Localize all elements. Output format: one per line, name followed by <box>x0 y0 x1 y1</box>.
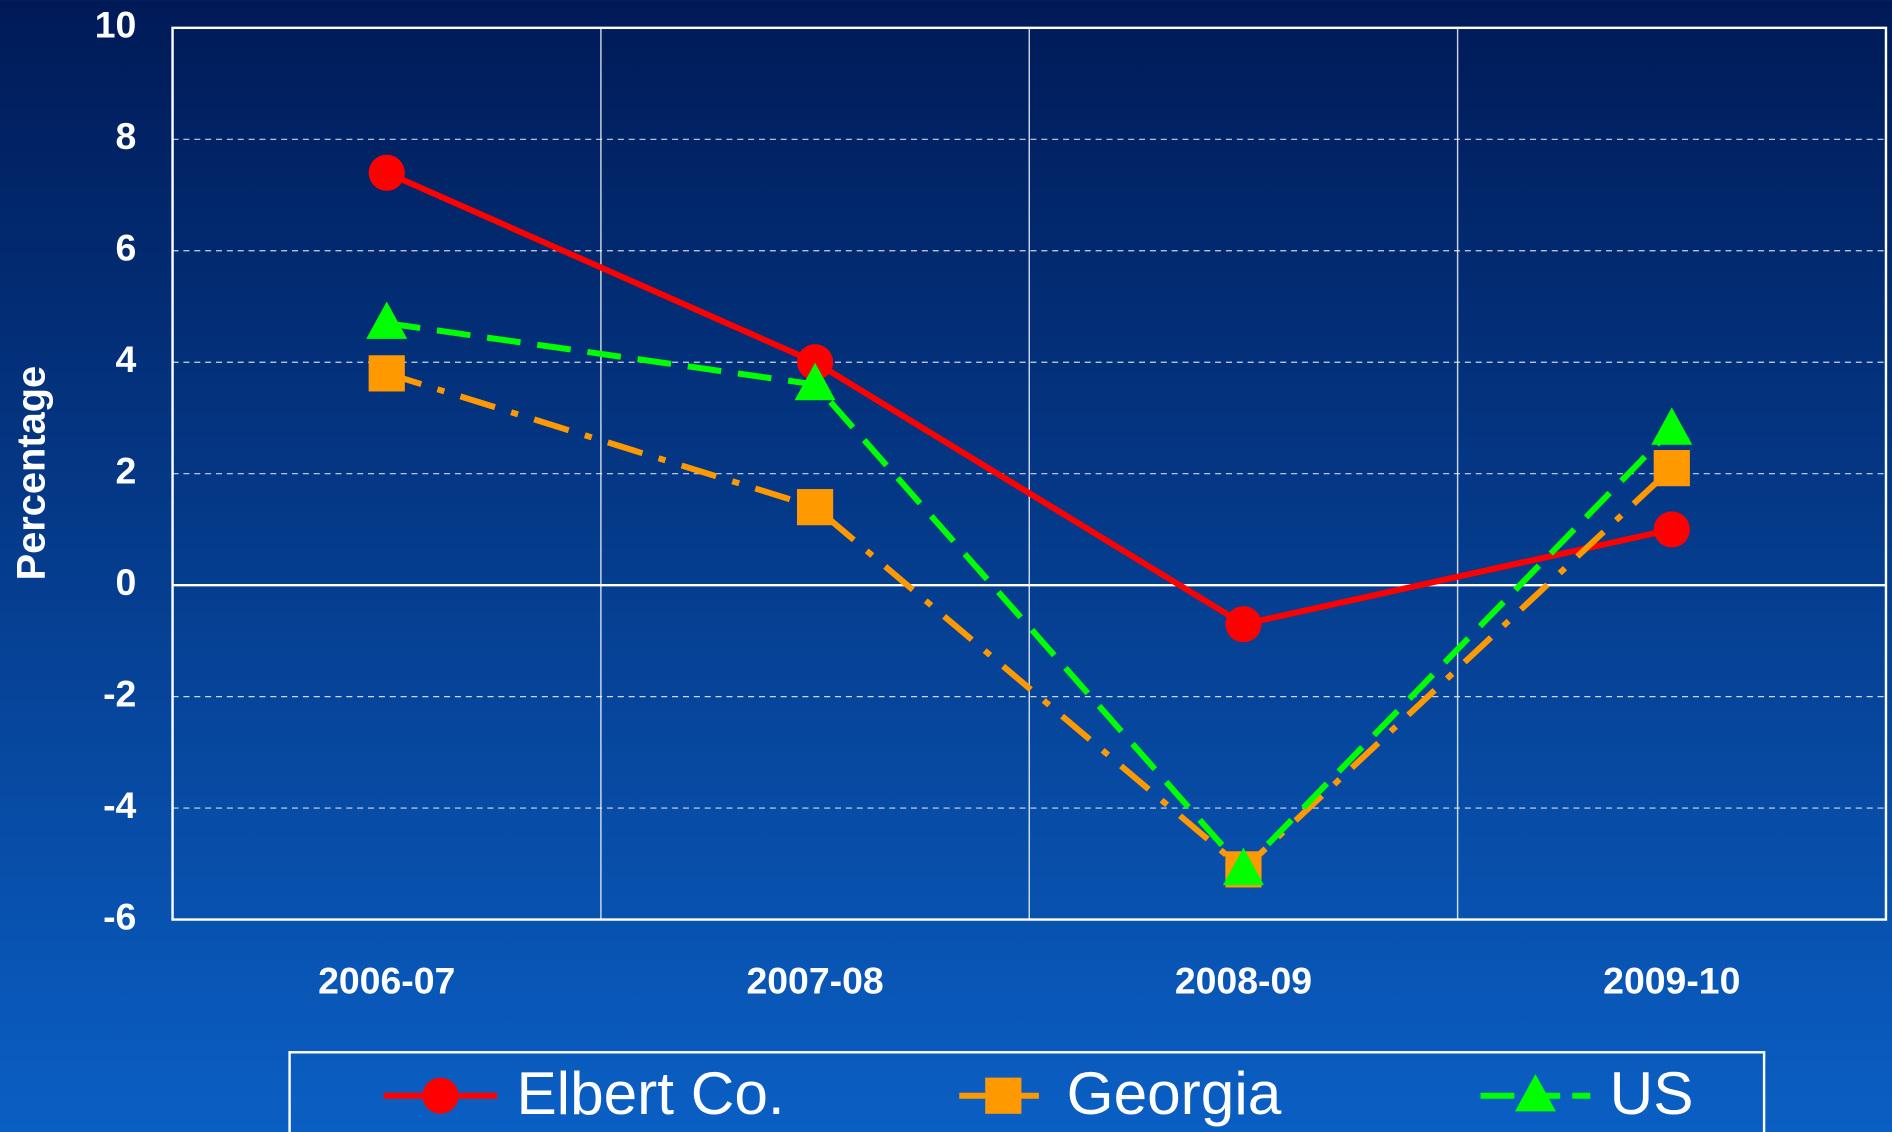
legend-box <box>288 1051 1766 1132</box>
point <box>1651 407 1693 445</box>
point <box>366 301 408 339</box>
point <box>368 355 405 392</box>
y-axis-title: Percentage <box>9 366 53 581</box>
legend-label: Georgia <box>1067 1059 1282 1127</box>
point <box>368 154 405 191</box>
point <box>796 489 834 526</box>
x-tick-label: 2007-08 <box>746 959 883 1001</box>
point <box>794 362 836 401</box>
point <box>1653 450 1690 487</box>
series-line <box>385 169 1673 628</box>
y-tick-label: -4 <box>103 784 136 826</box>
x-tick-label: 2008-09 <box>1175 959 1312 1001</box>
series-line <box>385 370 1674 874</box>
point <box>1225 606 1262 643</box>
y-tick-label: 6 <box>116 227 137 269</box>
legend-label: Elbert Co. <box>516 1059 784 1127</box>
point <box>1222 847 1264 886</box>
y-tick-label: 10 <box>95 4 137 46</box>
y-tick-label: -6 <box>103 895 136 937</box>
x-tick-label: 2009-10 <box>1603 959 1740 1001</box>
x-tick-label: 2006-07 <box>318 959 455 1001</box>
legend-marker <box>985 1077 1022 1114</box>
y-tick-label: 0 <box>116 561 137 603</box>
legend-label: US <box>1610 1059 1694 1127</box>
legend-marker <box>1514 1073 1556 1112</box>
y-tick-label: -2 <box>103 672 136 714</box>
legend-marker <box>422 1077 459 1114</box>
y-tick-label: 2 <box>116 450 137 492</box>
y-tick-label: 8 <box>116 115 137 157</box>
point <box>1653 511 1690 548</box>
point <box>796 344 834 381</box>
series-line <box>386 320 1674 874</box>
y-tick-label: 4 <box>116 338 137 380</box>
